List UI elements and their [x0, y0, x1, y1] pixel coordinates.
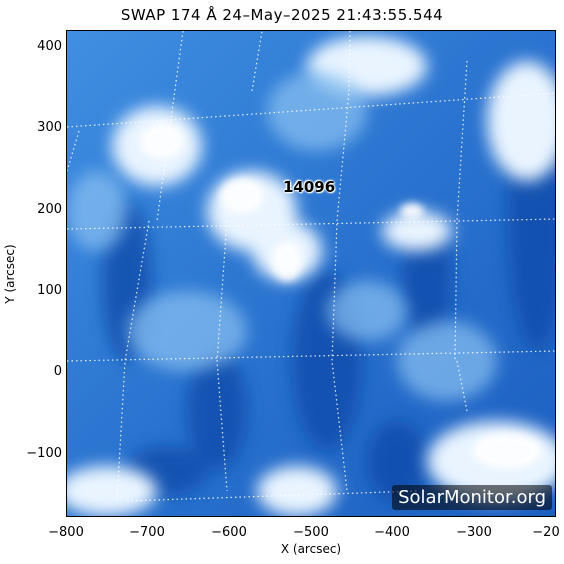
y-tick-label: 300 [37, 120, 62, 135]
x-tick-label: −700 [129, 525, 165, 540]
x-tick-label: −600 [211, 525, 247, 540]
y-tick-label: 100 [37, 283, 62, 298]
y-tick-label: 400 [37, 39, 62, 54]
solar-image [66, 30, 556, 517]
x-tick-label: −400 [374, 525, 410, 540]
x-tick-label: −500 [293, 525, 329, 540]
y-tick-label: 200 [37, 202, 62, 217]
x-tick-label: −300 [456, 525, 492, 540]
y-tick-label: −100 [26, 446, 62, 461]
x-tick-label: −800 [48, 525, 84, 540]
x-tick-label: −20 [532, 525, 560, 540]
watermark: SolarMonitor.org [392, 485, 552, 510]
x-axis-label: X (arcsec) [280, 542, 342, 556]
y-tick-label: 0 [53, 364, 62, 379]
y-axis-label: Y (arcsec) [3, 244, 17, 304]
active-region-label: 14096 [283, 178, 336, 196]
image-title: SWAP 174 Å 24–May–2025 21:43:55.544 [120, 6, 444, 24]
